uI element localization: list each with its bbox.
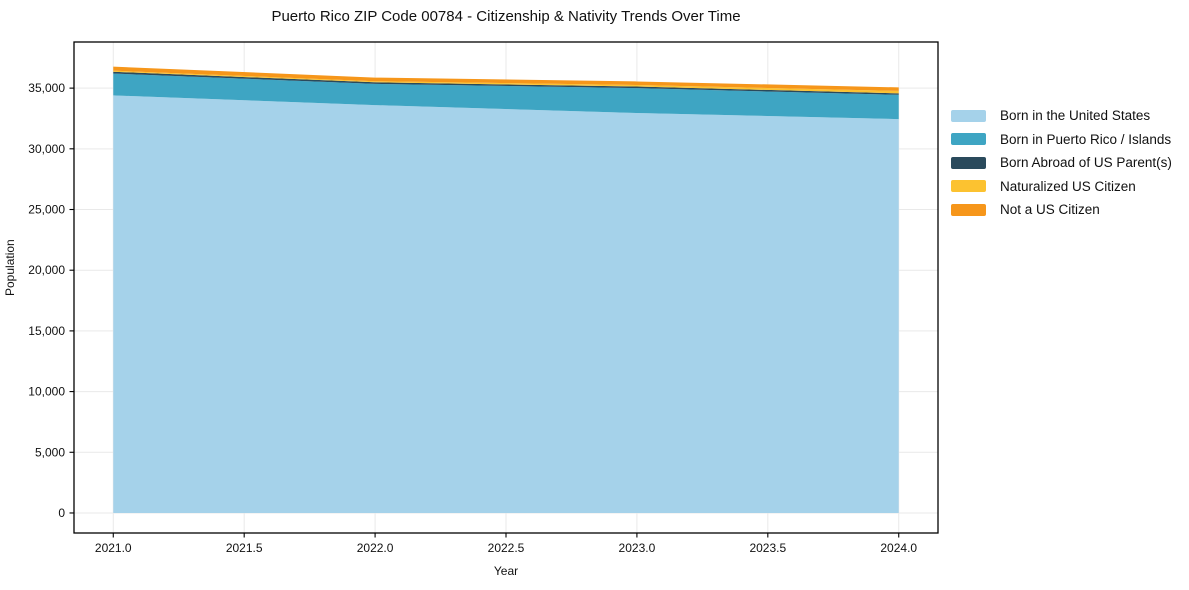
legend-label: Not a US Citizen	[1000, 202, 1100, 218]
x-tick-label: 2024.0	[880, 541, 917, 555]
area-born-in-puerto-rico-islands	[113, 73, 899, 120]
legend-label: Born in the United States	[1000, 108, 1151, 124]
x-axis-label: Year	[493, 564, 519, 578]
x-tick-label: 2023.5	[749, 541, 786, 555]
y-tick-label: 30,000	[28, 142, 65, 156]
legend-entry: Naturalized US Citizen	[951, 175, 1172, 199]
legend-swatch-icon	[951, 180, 986, 193]
area-naturalized-us-citizen	[113, 70, 899, 94]
legend-entry: Born in the United States	[951, 104, 1172, 128]
area-not-a-us-citizen	[113, 66, 899, 91]
legend-label: Born Abroad of US Parent(s)	[1000, 155, 1172, 171]
y-tick-label: 35,000	[28, 81, 65, 95]
legend-swatch-icon	[951, 133, 986, 146]
area-born-in-the-united-states	[113, 95, 899, 513]
chart-title: Puerto Rico ZIP Code 00784 - Citizenship…	[271, 8, 741, 25]
area-born-abroad-of-us-parent-s	[113, 71, 899, 95]
y-tick-label: 5,000	[35, 445, 65, 459]
y-tick-label: 25,000	[28, 203, 65, 217]
legend-swatch-icon	[951, 109, 986, 122]
x-tick-label: 2022.5	[488, 541, 525, 555]
legend-label: Naturalized US Citizen	[1000, 178, 1136, 194]
legend-entry: Born Abroad of US Parent(s)	[951, 151, 1172, 175]
x-tick-label: 2021.0	[95, 541, 132, 555]
legend: Born in the United States Born in Puerto …	[951, 104, 1172, 222]
x-tick-label: 2022.0	[357, 541, 394, 555]
x-tick-label: 2021.5	[226, 541, 263, 555]
legend-swatch-icon	[951, 203, 986, 216]
x-tick-label: 2023.0	[619, 541, 656, 555]
legend-entry: Not a US Citizen	[951, 198, 1172, 222]
legend-entry: Born in Puerto Rico / Islands	[951, 128, 1172, 152]
y-tick-label: 10,000	[28, 385, 65, 399]
legend-swatch-icon	[951, 156, 986, 169]
y-tick-label: 20,000	[28, 263, 65, 277]
y-tick-label: 0	[58, 506, 65, 520]
legend-label: Born in Puerto Rico / Islands	[1000, 131, 1172, 147]
y-tick-label: 15,000	[28, 324, 65, 338]
